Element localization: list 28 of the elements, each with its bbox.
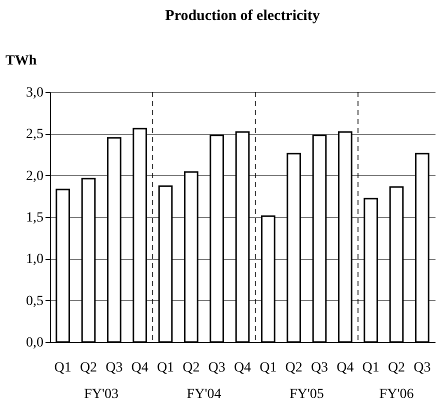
y-tick-label: 1,0 xyxy=(26,252,44,268)
x-tick-label: Q3 xyxy=(106,360,123,376)
x-tick-label: Q2 xyxy=(80,360,98,376)
x-tick-label: Q1 xyxy=(156,360,174,376)
x-tick-label: Q2 xyxy=(388,360,406,376)
x-tick-label: Q3 xyxy=(208,360,226,376)
text: FY'05 xyxy=(289,387,324,402)
x-tick-label: Q4 xyxy=(234,360,252,376)
x-tick-label: Q1 xyxy=(260,360,277,376)
chart-title: Production of electricity xyxy=(165,8,320,24)
y-tick-label: 2,5 xyxy=(26,127,44,142)
y-tick-label: 1,5 xyxy=(26,210,44,226)
y-tick-label: 0,0 xyxy=(26,336,44,350)
text: FY'03 xyxy=(84,387,119,402)
y-tick-label: 3,0 xyxy=(26,86,44,100)
y-tick-label: 2,0 xyxy=(26,168,44,184)
x-tick-label: Q1 xyxy=(54,360,72,376)
x-tick-label: Q3 xyxy=(310,360,328,376)
x-tick-label: Q2 xyxy=(182,360,200,376)
x-tick-label: Q4 xyxy=(336,360,354,376)
y-tick-label: 0,5 xyxy=(26,294,44,309)
y-axis-title: TWh xyxy=(6,54,37,68)
x-tick-label: Q1 xyxy=(362,360,380,376)
text: FY'04 xyxy=(186,387,222,402)
x-tick-label: Q3 xyxy=(414,360,431,376)
x-tick-label: Q4 xyxy=(131,360,148,376)
text: FY'06 xyxy=(379,387,414,402)
x-tick-label: Q2 xyxy=(285,360,302,376)
